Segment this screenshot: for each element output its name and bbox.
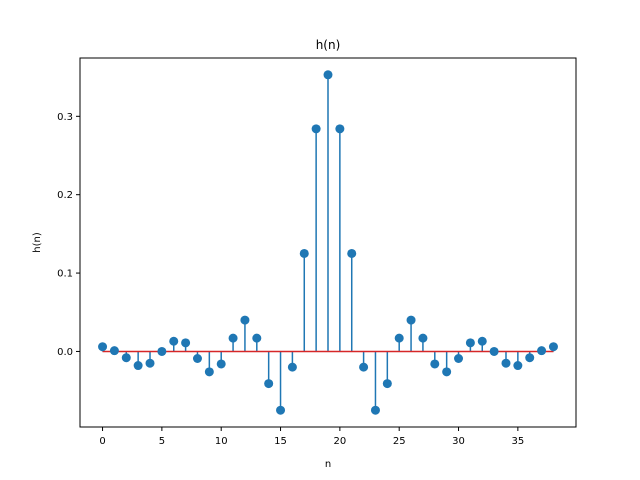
stem-marker <box>501 358 511 368</box>
stem-marker <box>454 353 464 363</box>
axes-frame <box>79 57 577 428</box>
stem-marker <box>240 315 250 325</box>
x-axis-label: n <box>325 459 331 470</box>
stem-marker <box>335 124 345 134</box>
stem-marker <box>513 361 523 371</box>
stem-marker <box>370 405 380 415</box>
stem-marker <box>323 70 333 80</box>
stem-marker <box>145 358 155 368</box>
plot-area <box>98 70 558 415</box>
stem-marker <box>382 379 392 389</box>
stem-marker <box>157 346 167 356</box>
stem-marker <box>192 353 202 363</box>
x-tick-label: 5 <box>159 436 165 447</box>
stem-marker <box>477 336 487 346</box>
stem-marker <box>489 346 499 356</box>
stem-marker <box>133 361 143 371</box>
y-tick-label: 0.2 <box>57 190 73 201</box>
stem-marker <box>98 342 108 352</box>
x-tick-label: 35 <box>511 436 524 447</box>
x-tick-label: 10 <box>215 436 228 447</box>
stem-marker <box>347 248 357 258</box>
stem-marker <box>109 346 119 356</box>
stem-marker <box>406 315 416 325</box>
stem-marker <box>418 333 428 343</box>
x-tick-label: 25 <box>393 436 406 447</box>
chart-title: h(n) <box>316 38 341 52</box>
stem-marker <box>204 367 214 377</box>
stem-marker <box>181 338 191 348</box>
stem-marker <box>216 359 226 369</box>
stem-marker <box>548 342 558 352</box>
stem-marker <box>121 353 131 363</box>
x-axis: 0 5 10 15 20 25 30 35 <box>99 427 524 447</box>
y-tick-label: 0.0 <box>57 347 73 358</box>
stem-marker <box>264 379 274 389</box>
stem-marker <box>394 333 404 343</box>
stem-marker <box>299 248 309 258</box>
y-tick-label: 0.3 <box>57 112 73 123</box>
stem-marker <box>465 338 475 348</box>
y-axis-label: h(n) <box>32 232 43 253</box>
x-tick-label: 30 <box>452 436 465 447</box>
y-axis: 0.0 0.1 0.2 0.3 <box>57 112 80 358</box>
stem-marker <box>359 362 369 372</box>
stem-marker <box>252 333 262 343</box>
stem-marker <box>442 367 452 377</box>
x-tick-label: 20 <box>333 436 346 447</box>
stem-marker <box>276 405 286 415</box>
stem-marker <box>228 333 238 343</box>
stem-marker <box>169 336 179 346</box>
stem-marker <box>525 353 535 363</box>
x-tick-label: 0 <box>99 436 105 447</box>
stem-marker <box>311 124 321 134</box>
stem-marker <box>430 359 440 369</box>
stem-marker <box>287 362 297 372</box>
x-tick-label: 15 <box>274 436 287 447</box>
stem-marker <box>537 346 547 356</box>
y-tick-label: 0.1 <box>57 269 73 280</box>
